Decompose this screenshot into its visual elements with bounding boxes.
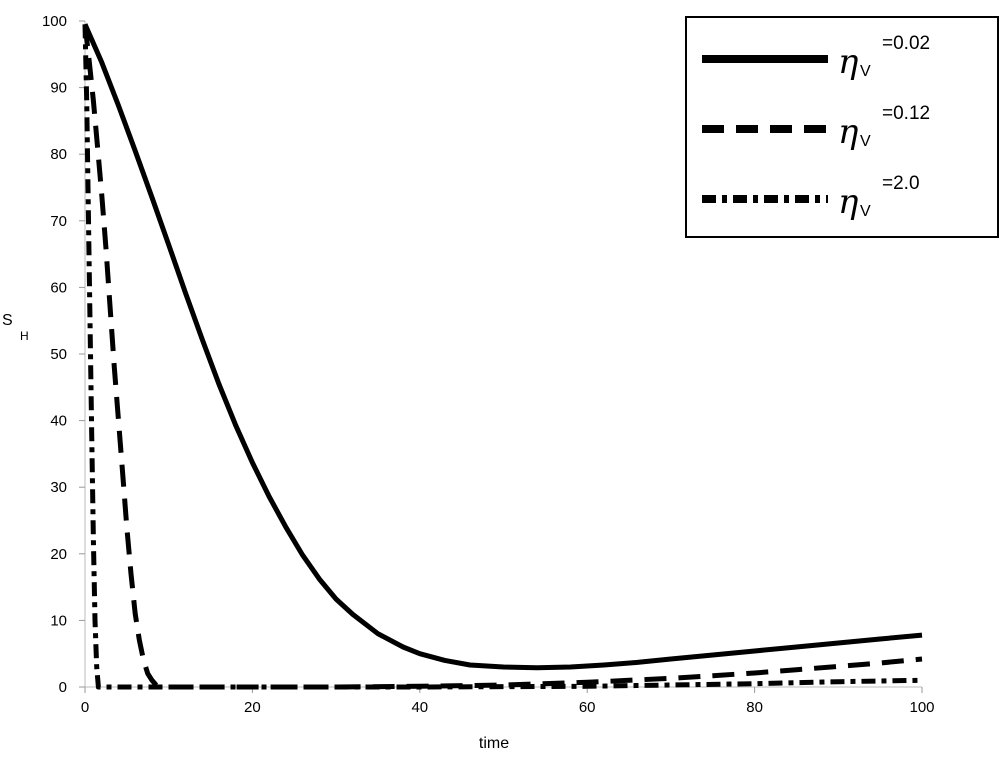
y-tick-label: 10 xyxy=(50,612,67,629)
y-tick-label: 80 xyxy=(50,146,67,163)
legend-subscript: V xyxy=(860,133,871,150)
legend-entry-label: =0.02 xyxy=(882,33,930,54)
y-axis-label: S xyxy=(2,312,13,329)
y-tick-label: 90 xyxy=(50,80,67,97)
y-tick-label: 20 xyxy=(50,546,67,563)
y-tick-label: 100 xyxy=(42,13,67,30)
legend-symbol: η xyxy=(838,112,859,152)
x-tick-label: 20 xyxy=(244,699,261,716)
y-tick-label: 60 xyxy=(50,279,67,296)
legend-subscript: V xyxy=(860,203,871,220)
legend: η V=0.02η V=0.12η V=2.0 xyxy=(685,16,999,238)
y-tick-label: 0 xyxy=(59,679,67,696)
y-tick-label: 50 xyxy=(50,346,67,363)
legend-entry-label: =0.12 xyxy=(882,103,930,124)
y-tick-label: 40 xyxy=(50,413,67,430)
legend-entry-label: =2.0 xyxy=(882,173,920,194)
series-line-2 xyxy=(82,24,923,690)
legend-symbol: η xyxy=(838,182,859,222)
y-tick-label: 30 xyxy=(50,479,67,496)
y-tick-label: 70 xyxy=(50,213,67,230)
series-line-1 xyxy=(82,23,923,671)
y-axis-label-subscript: H xyxy=(20,329,29,343)
legend-symbol: η xyxy=(838,42,859,82)
x-axis-label: time xyxy=(479,735,509,752)
x-tick-label: 60 xyxy=(579,699,596,716)
x-tick-label: 100 xyxy=(909,699,934,716)
series-layer xyxy=(82,23,923,690)
legend-subscript: V xyxy=(860,63,871,80)
x-tick-label: 0 xyxy=(81,699,89,716)
x-tick-label: 80 xyxy=(746,699,763,716)
axes: 0 10 20 30 40 50 60 70 80 90 100 0 20 40 60 80 100 xyxy=(42,13,935,716)
x-tick-label: 40 xyxy=(411,699,428,716)
